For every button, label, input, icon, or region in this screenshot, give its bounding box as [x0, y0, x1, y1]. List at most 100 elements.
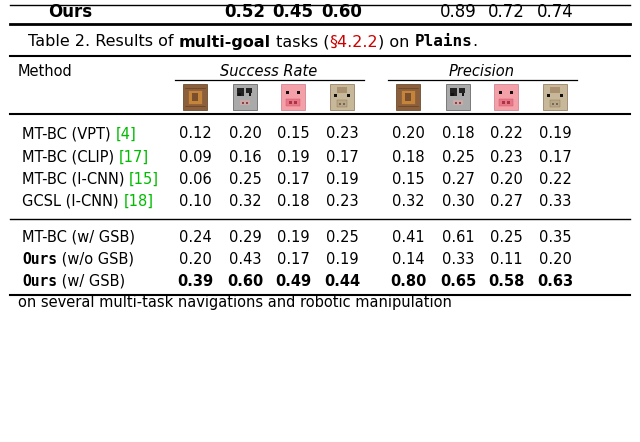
Bar: [460, 88, 465, 93]
Text: 0.49: 0.49: [275, 274, 311, 289]
Text: (w/o GSB): (w/o GSB): [57, 251, 134, 267]
Text: Method: Method: [18, 65, 73, 80]
Text: 0.17: 0.17: [276, 251, 309, 267]
Bar: [446, 84, 470, 110]
Text: tasks (: tasks (: [271, 34, 329, 50]
Text: Ours: Ours: [22, 274, 57, 289]
Bar: [188, 90, 202, 104]
Text: [15]: [15]: [129, 171, 159, 187]
Text: 0.20: 0.20: [392, 126, 424, 141]
Text: 0.19: 0.19: [326, 171, 358, 187]
Bar: [294, 101, 296, 104]
Text: 0.41: 0.41: [392, 229, 424, 244]
Text: 0.35: 0.35: [539, 229, 572, 244]
Text: [17]: [17]: [119, 149, 149, 164]
Text: 0.45: 0.45: [273, 3, 314, 21]
Text: 0.06: 0.06: [179, 171, 211, 187]
Text: 0.15: 0.15: [276, 126, 309, 141]
Text: 0.52: 0.52: [225, 3, 266, 21]
Text: 0.33: 0.33: [442, 251, 474, 267]
Bar: [192, 93, 198, 101]
Bar: [404, 93, 412, 101]
Bar: [494, 84, 518, 110]
Bar: [450, 88, 457, 96]
Bar: [451, 92, 454, 96]
Text: 0.17: 0.17: [276, 171, 309, 187]
Text: 0.17: 0.17: [539, 149, 572, 164]
Text: on several multi-task navigations and robotic manipulation: on several multi-task navigations and ro…: [18, 294, 452, 309]
Bar: [510, 91, 513, 95]
Text: MT-BC (CLIP): MT-BC (CLIP): [22, 149, 119, 164]
Text: 0.39: 0.39: [177, 274, 213, 289]
Bar: [237, 88, 244, 96]
Text: multi-goal: multi-goal: [179, 34, 271, 50]
Text: 0.22: 0.22: [539, 171, 572, 187]
Text: 0.19: 0.19: [276, 229, 309, 244]
Bar: [455, 102, 457, 104]
Bar: [502, 101, 505, 104]
Text: 0.14: 0.14: [392, 251, 424, 267]
Text: 0.20: 0.20: [490, 171, 522, 187]
Text: 0.29: 0.29: [228, 229, 261, 244]
Text: 0.60: 0.60: [227, 274, 263, 289]
Bar: [507, 101, 509, 104]
Bar: [459, 102, 461, 104]
Text: 0.23: 0.23: [490, 149, 522, 164]
Text: 0.60: 0.60: [321, 3, 362, 21]
Bar: [556, 103, 558, 105]
Text: [4]: [4]: [115, 126, 136, 141]
Text: 0.16: 0.16: [228, 149, 261, 164]
Text: 0.61: 0.61: [442, 229, 474, 244]
Text: Ours: Ours: [48, 3, 92, 21]
Bar: [183, 84, 207, 110]
Text: §4.2.2: §4.2.2: [329, 34, 378, 50]
Text: 0.10: 0.10: [179, 194, 211, 209]
Bar: [286, 91, 289, 95]
Text: 0.19: 0.19: [539, 126, 572, 141]
Text: 0.18: 0.18: [442, 126, 474, 141]
Text: 0.23: 0.23: [326, 126, 358, 141]
Bar: [552, 103, 554, 105]
Text: Ours: Ours: [22, 251, 57, 267]
Bar: [246, 102, 248, 104]
Bar: [339, 103, 341, 105]
Bar: [238, 92, 241, 96]
Text: 0.43: 0.43: [228, 251, 261, 267]
Text: 0.25: 0.25: [228, 171, 261, 187]
Text: MT-BC (VPT): MT-BC (VPT): [22, 126, 115, 141]
Text: 0.15: 0.15: [392, 171, 424, 187]
Bar: [396, 84, 420, 110]
Text: 0.18: 0.18: [276, 194, 309, 209]
Bar: [550, 100, 560, 107]
Text: 0.18: 0.18: [392, 149, 424, 164]
Bar: [246, 88, 252, 93]
Text: 0.19: 0.19: [276, 149, 309, 164]
Bar: [343, 103, 345, 105]
Text: 0.20: 0.20: [179, 251, 211, 267]
Text: 0.20: 0.20: [539, 251, 572, 267]
Bar: [240, 100, 250, 105]
Text: 0.27: 0.27: [442, 171, 474, 187]
Text: 0.20: 0.20: [228, 126, 261, 141]
Text: 0.25: 0.25: [326, 229, 358, 244]
Bar: [242, 102, 244, 104]
Bar: [453, 100, 463, 105]
Text: MT-BC (w/ GSB): MT-BC (w/ GSB): [22, 229, 135, 244]
Bar: [337, 100, 348, 107]
Text: (w/ GSB): (w/ GSB): [57, 274, 125, 289]
Text: 0.25: 0.25: [490, 229, 522, 244]
Text: 0.09: 0.09: [179, 149, 211, 164]
Text: 0.74: 0.74: [536, 3, 573, 21]
Text: 0.23: 0.23: [326, 194, 358, 209]
Text: Success Rate: Success Rate: [220, 65, 317, 80]
Text: 0.33: 0.33: [539, 194, 571, 209]
Text: 0.22: 0.22: [490, 126, 522, 141]
Bar: [559, 94, 563, 97]
Text: 0.17: 0.17: [326, 149, 358, 164]
Text: GCSL (I-CNN): GCSL (I-CNN): [22, 194, 124, 209]
Bar: [543, 84, 567, 110]
Text: 0.27: 0.27: [490, 194, 522, 209]
Text: 0.80: 0.80: [390, 274, 426, 289]
Text: 0.89: 0.89: [440, 3, 476, 21]
Bar: [330, 84, 354, 110]
